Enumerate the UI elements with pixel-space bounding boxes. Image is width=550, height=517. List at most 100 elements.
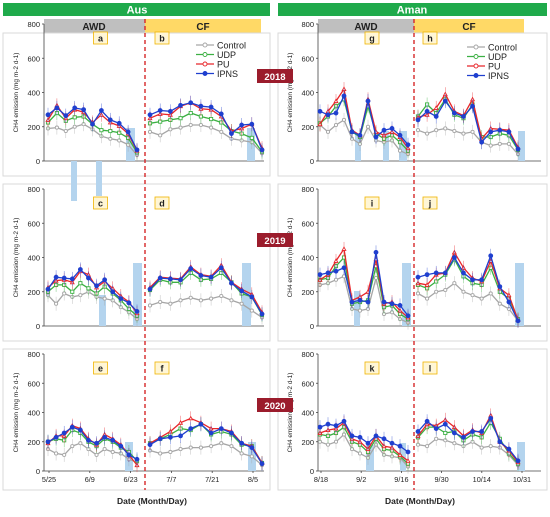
point-ipns	[188, 100, 194, 106]
legend-marker	[202, 42, 208, 48]
y-axis-title: CH4 emission (mg m-2 d-1)	[287, 218, 294, 298]
point-ipns	[110, 437, 116, 443]
point-control	[188, 445, 193, 450]
series-line-ipns	[319, 252, 409, 317]
point-ipns	[451, 110, 457, 116]
point-ipns	[61, 275, 67, 281]
panel-letter: g	[369, 34, 375, 44]
point-ipns	[249, 445, 255, 450]
point-control	[178, 447, 183, 452]
point-ipns	[126, 300, 132, 306]
point-control	[239, 451, 244, 456]
point-ipns	[45, 439, 51, 445]
year-badge-2018-bg	[257, 69, 293, 83]
treatment-header-aus-cf: CF	[196, 22, 209, 33]
panel-letter: j	[428, 199, 432, 209]
point-ipns	[424, 272, 430, 278]
point-ipns	[77, 427, 83, 433]
point-control	[333, 122, 339, 128]
x-tick-label: 7/21	[205, 475, 219, 484]
point-ipns	[259, 461, 265, 467]
panel-letter: b	[159, 34, 165, 44]
point-ipns	[365, 299, 371, 305]
y-axis-title: CH4 emission (mg m-2 d-1)	[287, 373, 294, 453]
point-ipns	[479, 139, 485, 145]
point-ipns	[497, 127, 503, 133]
point-ipns	[381, 436, 387, 442]
point-ipns	[134, 147, 140, 153]
point-control	[488, 143, 493, 148]
point-ipns	[208, 104, 214, 110]
point-control	[168, 127, 173, 132]
panel-f: f	[147, 361, 265, 473]
y-tick-label: 0	[36, 467, 40, 476]
point-ipns	[515, 318, 521, 324]
point-ipns	[147, 442, 153, 448]
point-ipns	[461, 434, 466, 440]
panel-letter-box	[364, 361, 380, 375]
point-control	[333, 439, 339, 444]
point-control	[497, 141, 502, 146]
point-ipns	[373, 134, 379, 140]
x-tick-label: 6/23	[123, 475, 137, 484]
point-ipns	[357, 297, 363, 303]
panel-frame-aus-0	[2, 32, 271, 177]
point-control	[78, 293, 83, 298]
season-header-aman-bar	[278, 3, 547, 16]
series-line-pu	[149, 417, 263, 464]
point-ipns	[373, 433, 379, 439]
point-pu	[317, 121, 323, 127]
panels: 0 200 400 600 800 CH4 emission (mg m-2 d-1) 0 2…	[2, 20, 548, 491]
treatment-header-aman-awd: AWD	[354, 22, 377, 33]
point-control	[452, 441, 457, 446]
panel-letter-box	[154, 361, 170, 375]
point-ipns	[506, 446, 512, 452]
legend-marker	[473, 63, 479, 69]
point-ipns	[178, 277, 183, 283]
point-control	[443, 287, 448, 293]
point-ipns	[178, 102, 183, 108]
panel-j: j	[415, 196, 521, 328]
point-ipns	[72, 105, 78, 111]
point-ipns	[157, 275, 163, 281]
x-tick-label: 9/16	[394, 475, 408, 484]
point-control	[178, 298, 183, 303]
point-ipns	[118, 296, 124, 301]
point-control	[452, 281, 457, 286]
point-control	[158, 299, 163, 305]
y-axis-title: CH4 emission (mg m-2 d-1)	[13, 218, 20, 298]
legend-label-control: Control	[488, 43, 517, 53]
point-ipns	[365, 440, 371, 446]
point-ipns	[325, 270, 331, 276]
point-udp	[108, 128, 113, 134]
point-control	[357, 451, 363, 456]
point-control	[506, 141, 511, 146]
drainage-period-bar	[133, 263, 142, 326]
y-tick-label: 0	[310, 467, 314, 476]
point-ipns	[53, 274, 59, 280]
point-control	[147, 303, 153, 308]
point-ipns	[157, 108, 163, 113]
y-tick-label: 600	[301, 54, 314, 63]
point-control	[333, 277, 339, 282]
point-control	[434, 289, 439, 294]
series-line-control	[47, 442, 138, 463]
point-ipns	[442, 98, 448, 104]
legend-marker	[473, 73, 479, 78]
point-ipns	[178, 433, 183, 439]
point-ipns	[389, 440, 395, 446]
y-tick-label: 800	[27, 20, 40, 29]
point-pu	[424, 282, 430, 287]
y-tick-label: 200	[27, 438, 40, 447]
point-ipns	[86, 437, 91, 443]
y-tick-label: 400	[301, 89, 314, 98]
treatment-header-aus-awd: AWD	[82, 22, 105, 33]
point-control	[209, 125, 214, 130]
legend-label-pu: PU	[217, 60, 230, 70]
point-control	[219, 293, 224, 299]
point-ipns	[81, 107, 86, 113]
point-ipns	[259, 147, 265, 153]
y-tick-label: 600	[301, 379, 314, 388]
